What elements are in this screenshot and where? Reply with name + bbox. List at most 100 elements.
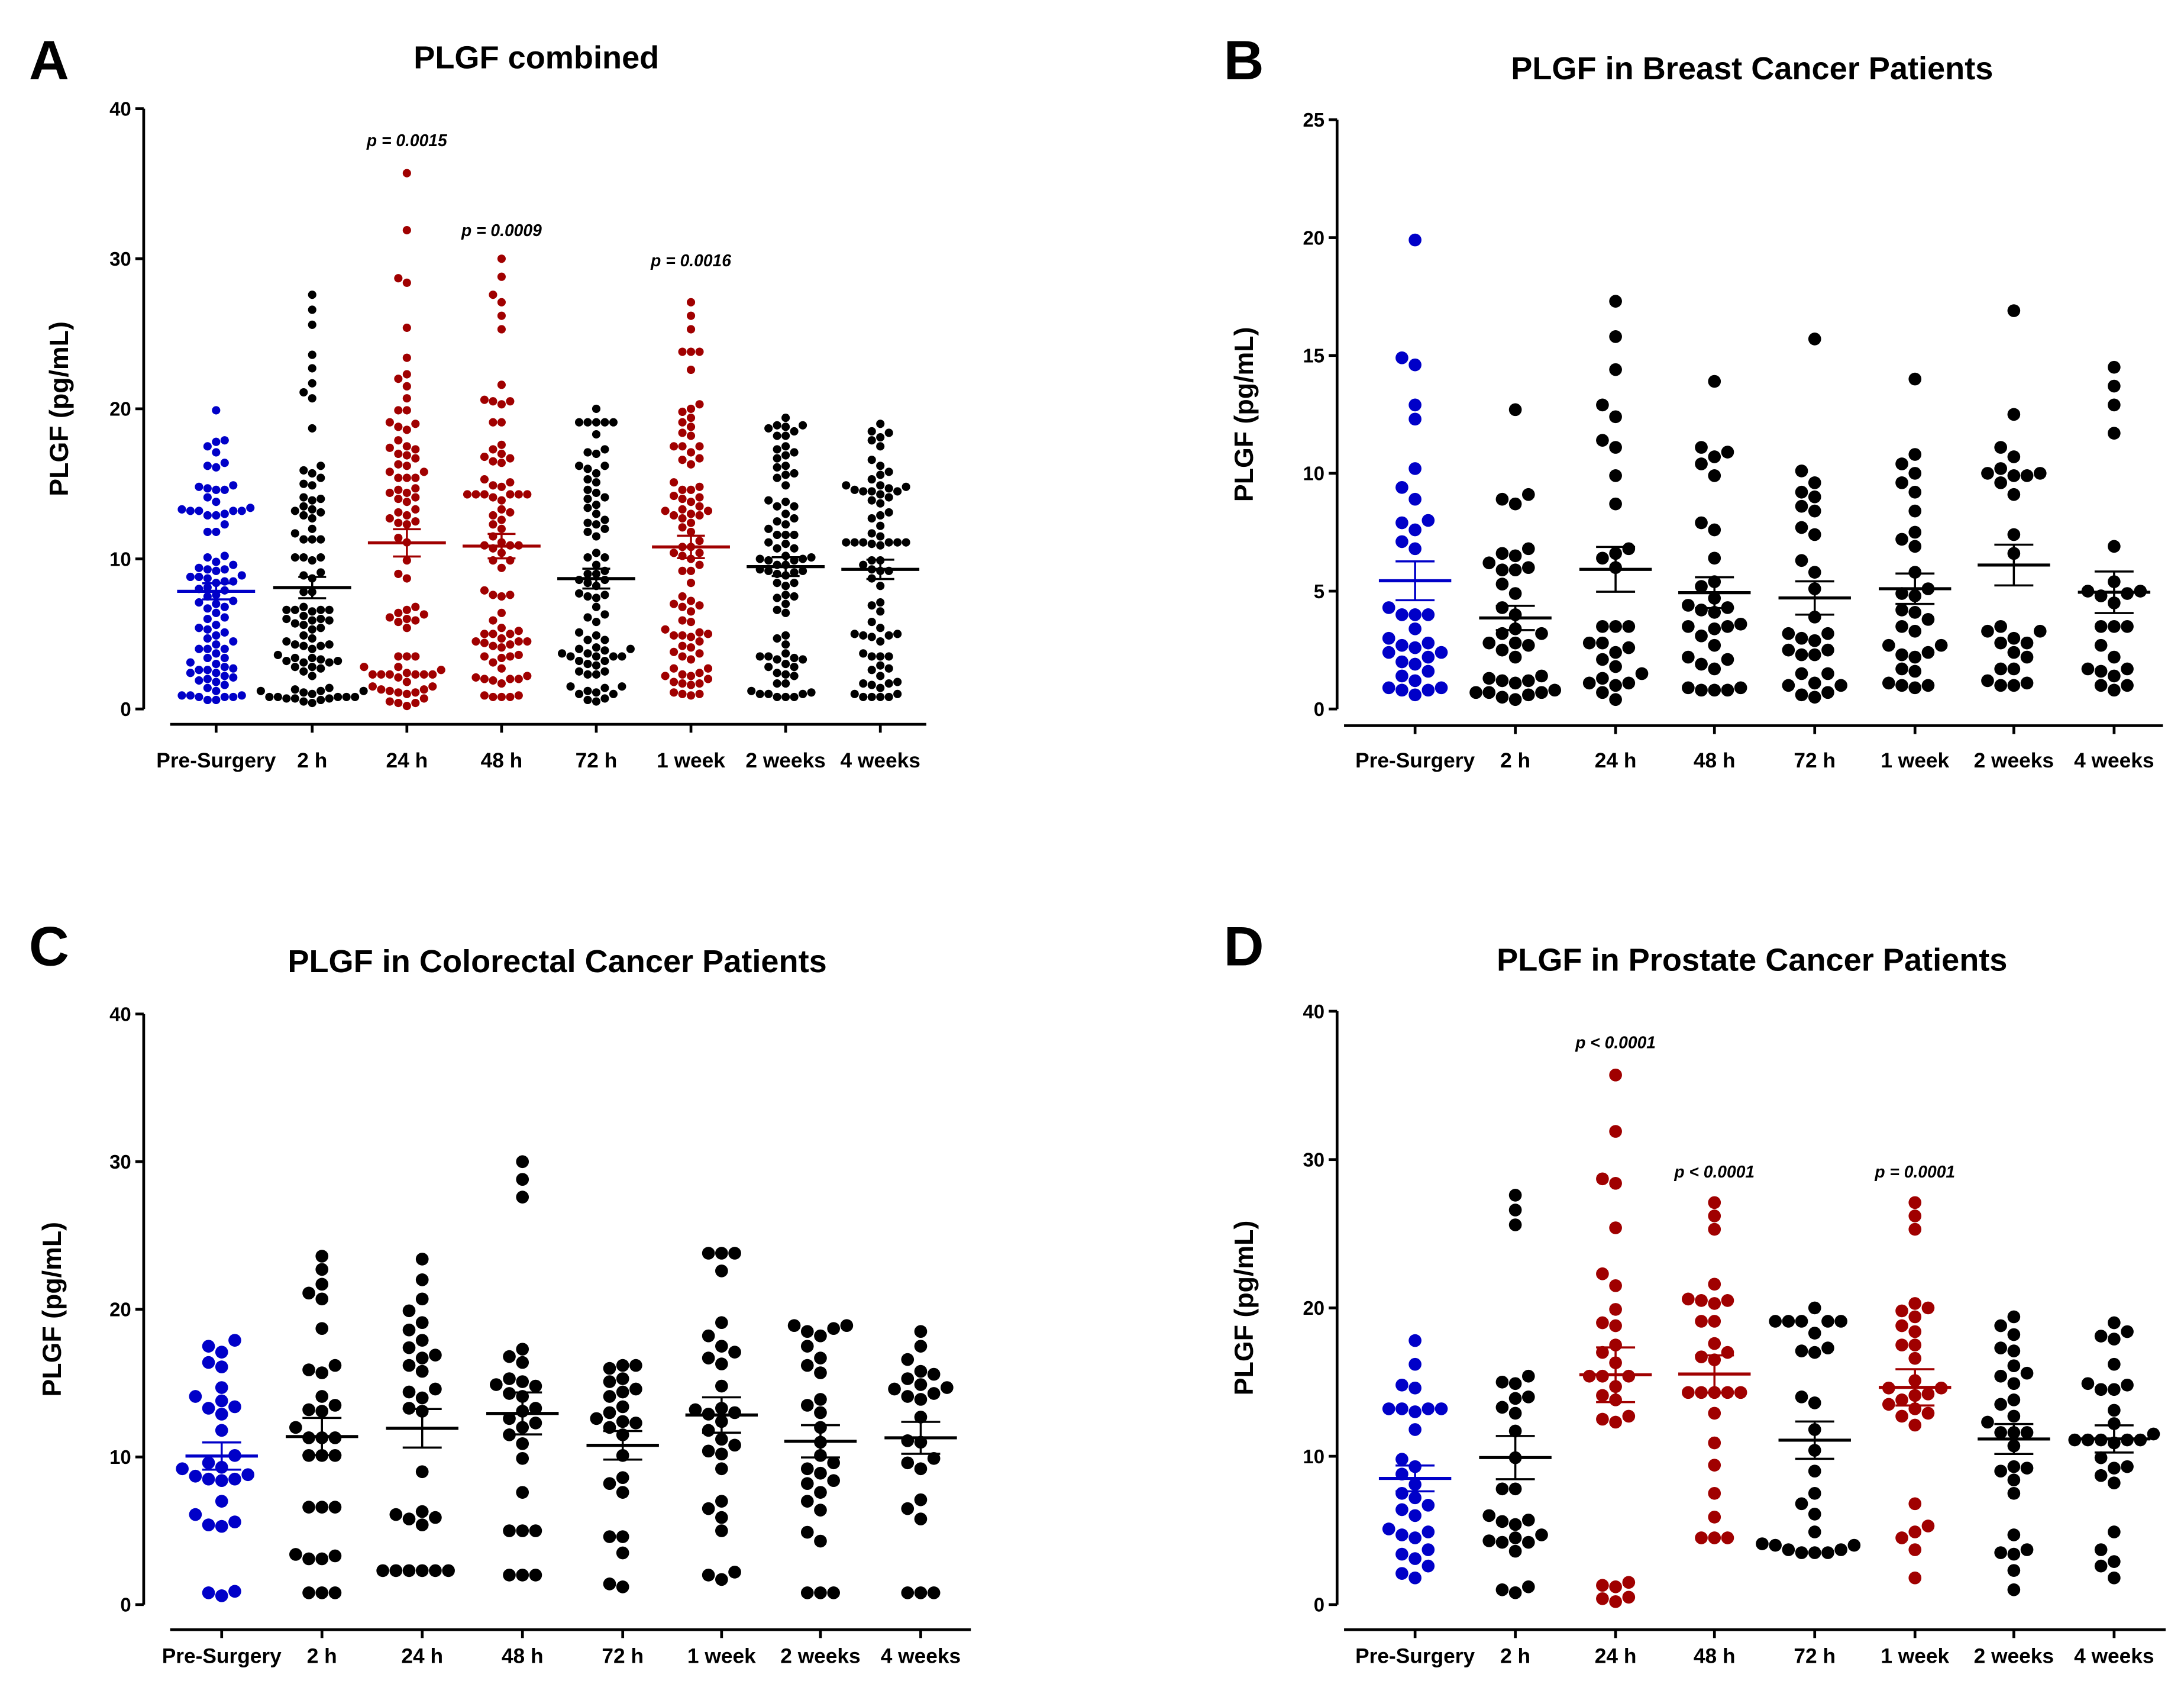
data-point	[888, 1382, 901, 1396]
data-point	[764, 524, 773, 533]
data-point	[402, 442, 411, 451]
data-point	[1782, 1315, 1795, 1328]
data-point	[316, 614, 325, 624]
data-point	[1508, 650, 1522, 664]
data-point	[471, 637, 480, 646]
data-point	[480, 490, 489, 499]
data-point	[308, 653, 316, 663]
data-point	[590, 1412, 603, 1425]
data-point	[592, 560, 601, 569]
data-point	[695, 511, 704, 520]
data-point	[203, 574, 212, 583]
data-point	[702, 1569, 715, 1582]
data-point	[814, 1406, 827, 1420]
data-point	[290, 663, 299, 672]
data-point	[800, 1462, 814, 1476]
data-point	[212, 437, 221, 446]
data-point	[592, 631, 601, 640]
data-point	[1535, 1528, 1548, 1541]
data-point	[308, 364, 316, 373]
data-point	[1395, 1528, 1408, 1541]
data-point	[2108, 1555, 2121, 1568]
data-point	[781, 414, 790, 422]
data-point	[2020, 469, 2034, 482]
data-point	[229, 481, 238, 490]
data-point	[695, 679, 704, 688]
data-point	[480, 586, 489, 595]
data-point	[212, 621, 221, 630]
data-point	[1508, 1482, 1522, 1496]
data-point	[781, 591, 790, 599]
data-point	[419, 610, 428, 619]
data-point	[176, 1462, 189, 1476]
data-point	[1421, 1525, 1435, 1538]
data-point	[2121, 1460, 2134, 1473]
data-point	[203, 493, 212, 502]
data-point	[867, 540, 876, 549]
data-point	[241, 1468, 254, 1482]
data-point	[592, 501, 601, 509]
data-point	[1895, 604, 1908, 617]
data-point	[1635, 667, 1649, 680]
data-point	[1708, 1406, 1721, 1420]
data-point	[1408, 398, 1421, 412]
data-point	[703, 675, 713, 683]
y-tick-label: 0	[1314, 698, 1324, 720]
data-point	[1921, 679, 1935, 692]
data-point	[1622, 641, 1636, 654]
data-point	[506, 591, 515, 599]
data-point	[1609, 363, 1622, 376]
data-point	[1508, 693, 1522, 706]
data-point	[1482, 672, 1496, 685]
data-point	[859, 692, 868, 701]
data-point	[1795, 688, 1808, 702]
data-point	[876, 420, 885, 428]
data-point	[415, 1391, 429, 1405]
data-point	[1808, 1346, 1821, 1359]
data-point	[728, 1438, 741, 1452]
y-tick-label: 10	[109, 1446, 131, 1468]
data-point	[265, 692, 274, 701]
data-point	[1821, 627, 1834, 640]
data-point	[1596, 398, 1609, 412]
data-point	[402, 425, 411, 434]
data-point	[1609, 679, 1622, 692]
data-point	[1408, 641, 1421, 654]
data-point	[315, 1552, 329, 1566]
data-point	[670, 688, 679, 697]
data-point	[2094, 1330, 2108, 1343]
data-point	[781, 530, 790, 540]
data-point	[385, 670, 394, 679]
data-point	[215, 1381, 228, 1394]
data-point	[790, 672, 799, 680]
data-point	[1408, 1423, 1421, 1436]
data-point	[203, 653, 212, 663]
data-point	[402, 498, 411, 507]
data-point	[1708, 469, 1721, 482]
data-point	[702, 1247, 715, 1260]
data-point	[1994, 1546, 2007, 1559]
data-point	[1435, 646, 1448, 659]
data-point	[215, 1394, 228, 1408]
data-point	[402, 382, 411, 391]
data-point	[2108, 1383, 2121, 1396]
data-point	[1609, 1176, 1622, 1190]
data-point	[600, 667, 609, 676]
data-point	[1795, 464, 1808, 478]
data-point	[411, 652, 420, 661]
data-point	[316, 664, 325, 673]
data-point	[308, 698, 316, 708]
data-point	[186, 691, 195, 700]
data-point	[489, 591, 497, 599]
data-point	[1408, 542, 1421, 556]
data-point	[2094, 1469, 2108, 1482]
data-point	[678, 428, 687, 437]
group-1-week	[652, 298, 730, 700]
data-point	[1596, 636, 1609, 650]
data-point	[678, 641, 687, 650]
data-point	[429, 1382, 442, 1396]
data-point	[781, 470, 790, 479]
chart-title: PLGF in Breast Cancer Patients	[1511, 51, 1993, 86]
x-tick-label: 2 h	[1500, 749, 1530, 772]
data-point	[1895, 620, 1908, 633]
